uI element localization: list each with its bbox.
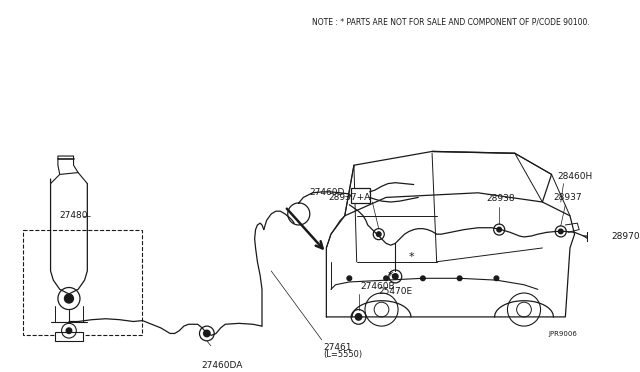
Bar <box>55 331 83 341</box>
Circle shape <box>204 330 210 337</box>
Text: (L=5550): (L=5550) <box>324 350 363 359</box>
Circle shape <box>494 276 499 280</box>
Bar <box>23 230 143 335</box>
Text: *: * <box>388 270 394 280</box>
Circle shape <box>376 232 381 237</box>
Text: *: * <box>409 252 415 262</box>
Text: 28970P: 28970P <box>611 232 640 241</box>
Circle shape <box>420 276 425 280</box>
Text: 28937+A: 28937+A <box>328 193 371 202</box>
Text: 27460B: 27460B <box>360 282 395 291</box>
Text: 27461: 27461 <box>324 343 352 352</box>
Circle shape <box>384 276 388 280</box>
Text: 27460D: 27460D <box>309 188 345 197</box>
Text: JPR9006: JPR9006 <box>548 331 577 337</box>
Text: 28937: 28937 <box>554 193 582 202</box>
Circle shape <box>392 274 398 279</box>
Text: NOTE : * PARTS ARE NOT FOR SALE AND COMPONENT OF P/CODE 90100.: NOTE : * PARTS ARE NOT FOR SALE AND COMP… <box>312 17 589 26</box>
Text: 27480: 27480 <box>60 211 88 220</box>
Bar <box>351 188 369 203</box>
Circle shape <box>65 294 74 303</box>
Circle shape <box>66 328 72 333</box>
Circle shape <box>559 229 563 234</box>
Text: 28938: 28938 <box>486 194 515 203</box>
Text: 25470E: 25470E <box>378 288 412 296</box>
Circle shape <box>458 276 462 280</box>
Circle shape <box>497 227 502 232</box>
Text: 27460DA: 27460DA <box>202 361 243 370</box>
Circle shape <box>347 276 351 280</box>
Circle shape <box>355 314 362 320</box>
Text: 28460H: 28460H <box>558 172 593 181</box>
